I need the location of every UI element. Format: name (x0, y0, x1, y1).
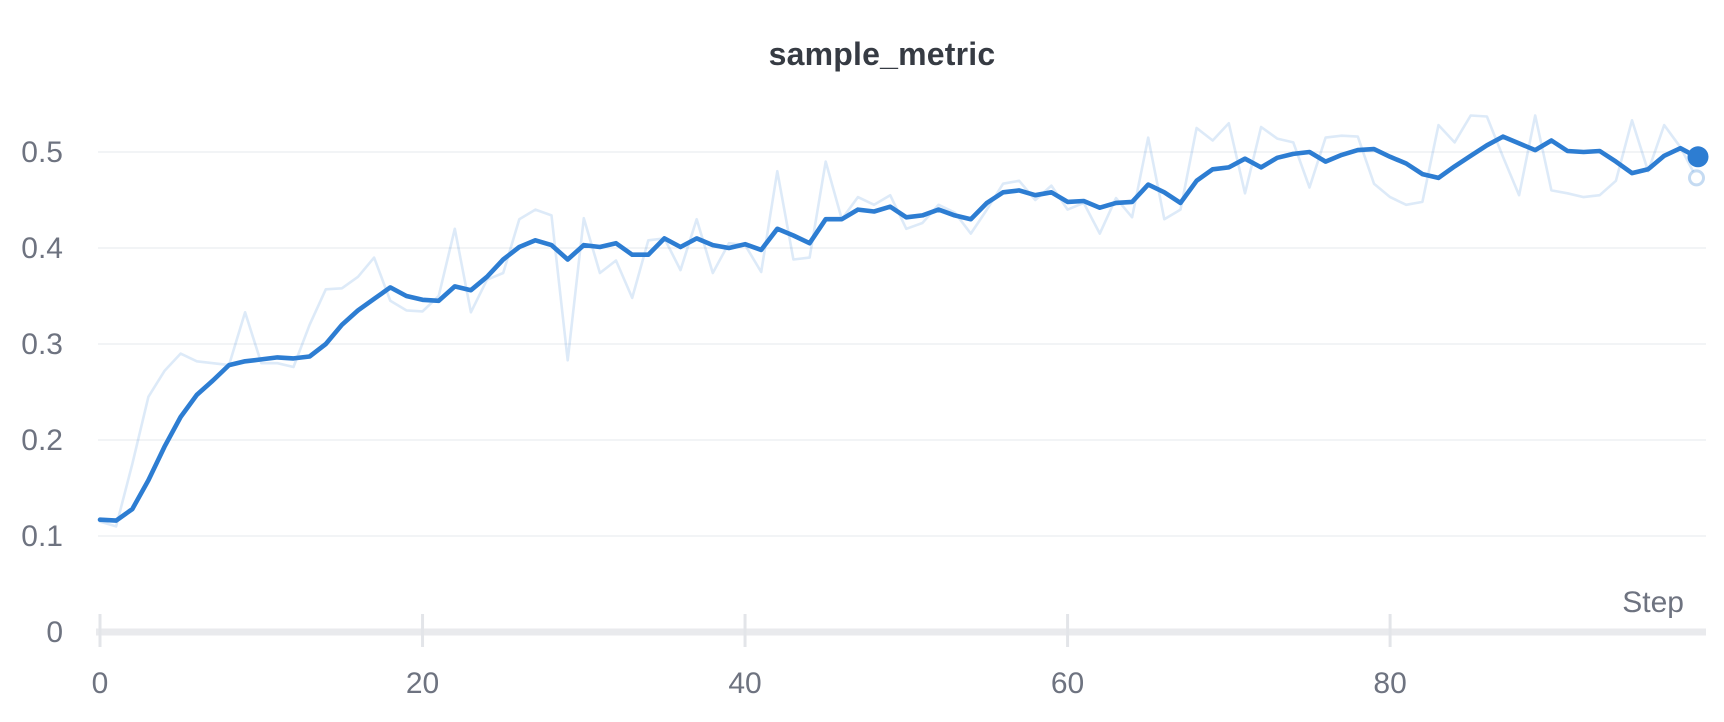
y-tick-label: 0 (46, 616, 63, 649)
y-tick-label: 0.2 (21, 424, 63, 457)
smoothed-series-line (97, 134, 1699, 523)
y-tick-label: 0.5 (21, 136, 63, 169)
x-axis-label: Step (1622, 586, 1684, 619)
raw-series-line (98, 114, 1698, 528)
y-tick-label: 0.1 (21, 520, 63, 553)
y-tick-label: 0.4 (21, 232, 63, 265)
y-tick-label: 0.3 (21, 328, 63, 361)
smoothed-endpoint-dot (1687, 146, 1709, 168)
raw-endpoint-ring (1688, 169, 1705, 187)
x-tick-label: 0 (92, 667, 109, 700)
chart-title: sample_metric (768, 36, 996, 72)
x-tick-label: 80 (1373, 667, 1406, 700)
x-tick-label: 60 (1051, 667, 1084, 700)
x-tick-label: 40 (728, 667, 761, 700)
x-tick-label: 20 (406, 667, 439, 700)
